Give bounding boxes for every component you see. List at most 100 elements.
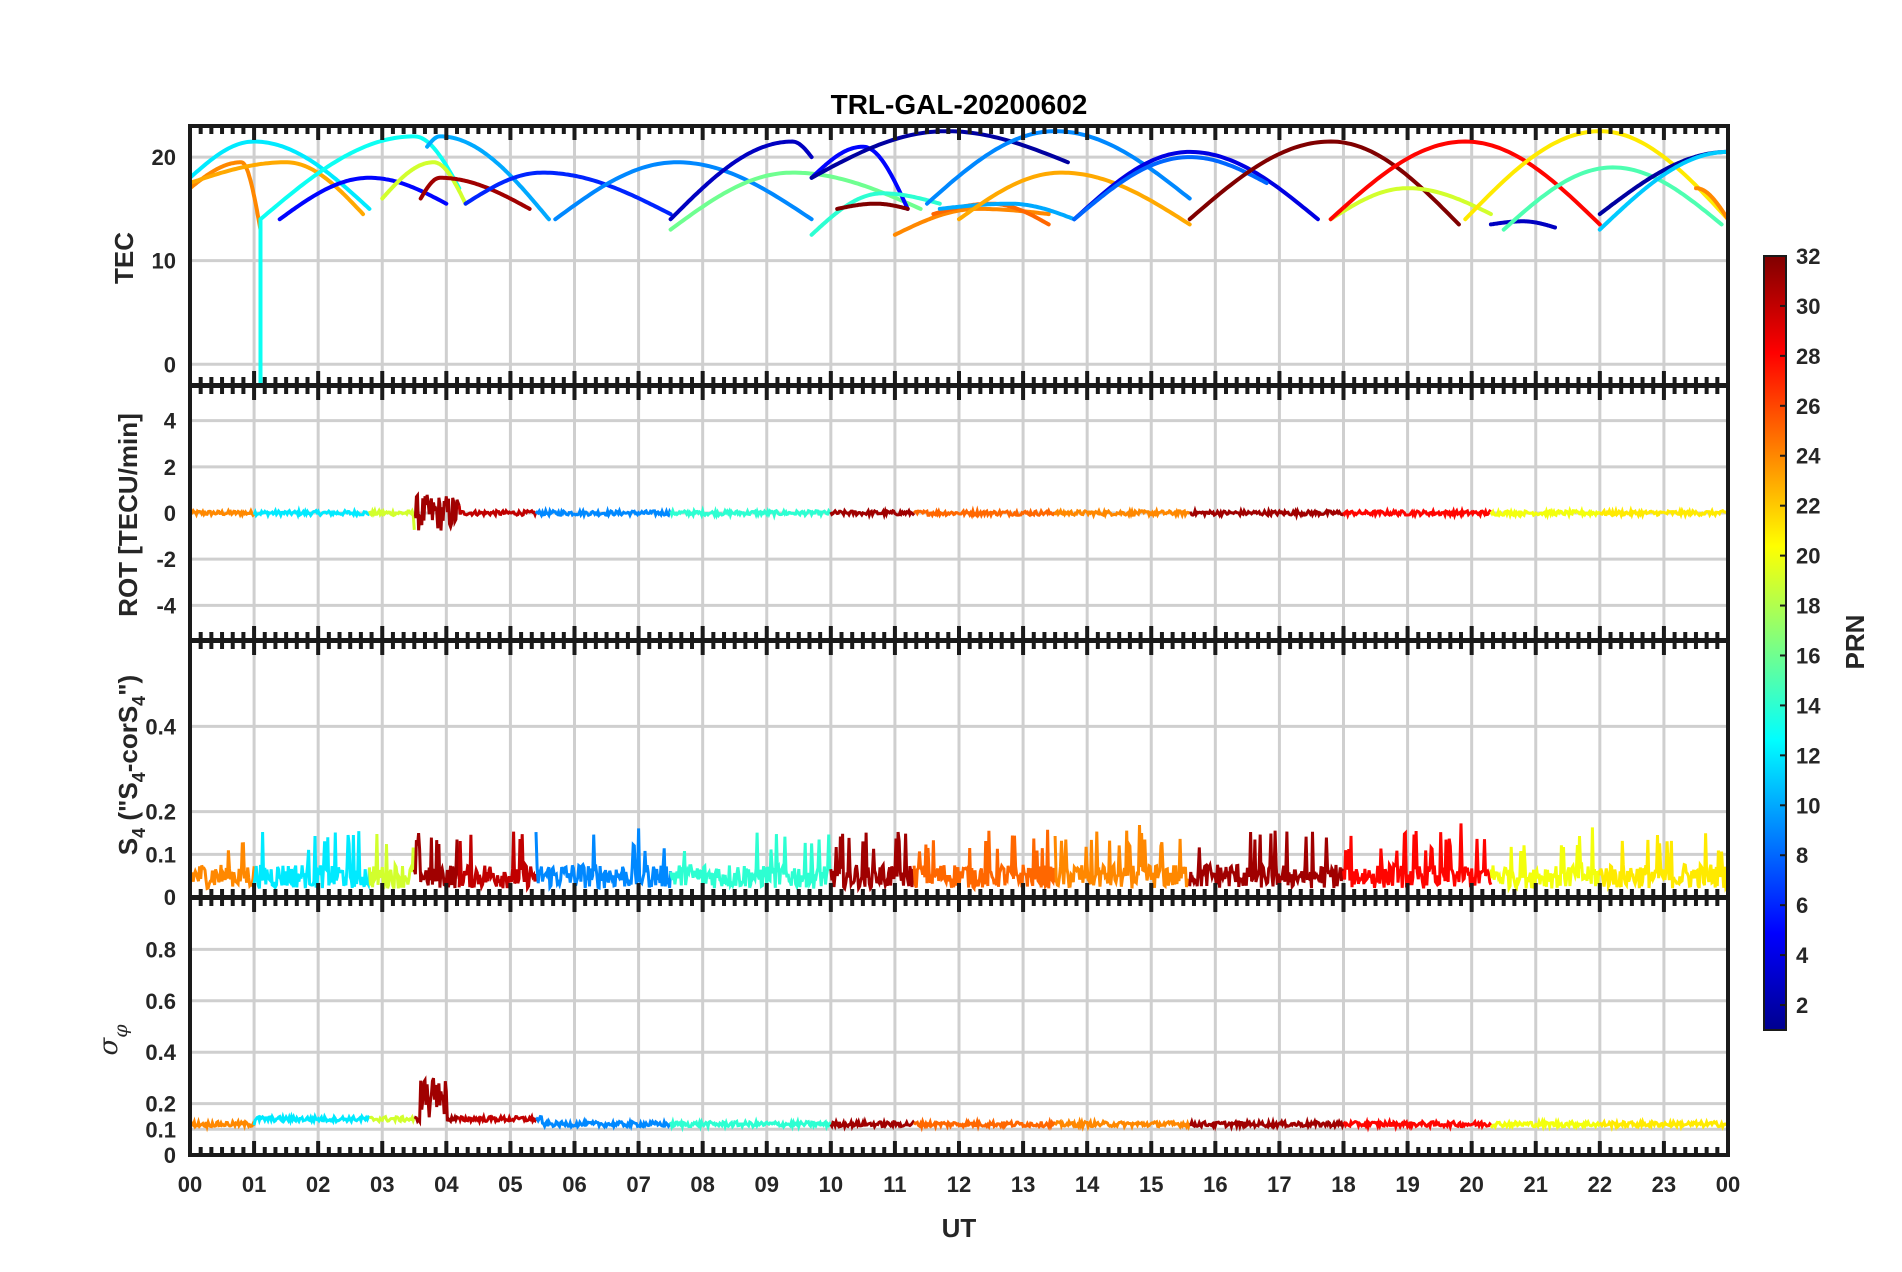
tec-arc-prn-31 bbox=[418, 175, 532, 211]
sigma_phi-trace-prn-25 bbox=[912, 1116, 1057, 1133]
s4-trace-prn-9 bbox=[534, 828, 673, 892]
s4-trace-prn-31 bbox=[829, 831, 916, 894]
sigma-phi-panel: 00.10.2 0.4 0.6 0.8 bbox=[145, 896, 1730, 1168]
x-tick-label: 02 bbox=[306, 1172, 330, 1197]
rot-trace-prn-24 bbox=[1053, 506, 1191, 520]
series-group bbox=[190, 1075, 1728, 1133]
y-tick-label: 0.6 bbox=[145, 989, 176, 1014]
tec-arc-prn-11 bbox=[1597, 149, 1728, 232]
x-tick-label: 20 bbox=[1459, 1172, 1483, 1197]
rot-axis-label: ROT [TECU/min] bbox=[113, 413, 143, 617]
s4-trace-prn-31 bbox=[412, 832, 461, 889]
tec-arc-prn-5 bbox=[809, 144, 910, 211]
minor-ticks bbox=[188, 898, 1730, 1155]
x-tick-labels: 00 01 02 03 04 05 06 07 08 09 10 11 12 13 14 15 16 17 18 19… bbox=[178, 1172, 1740, 1197]
y-tick-label: 0.2 bbox=[145, 1092, 176, 1117]
x-tick-label: 16 bbox=[1203, 1172, 1227, 1197]
x-tick-label: 22 bbox=[1588, 1172, 1612, 1197]
y-tick-label: 10 bbox=[152, 249, 176, 274]
rot-trace-prn-30 bbox=[457, 505, 538, 519]
sigma_phi-trace-prn-20 bbox=[1489, 1116, 1601, 1132]
s4-trace-prn-19 bbox=[367, 833, 416, 890]
minor-ticks bbox=[188, 641, 1730, 897]
y-tick-label: 0.4 bbox=[145, 1040, 176, 1065]
tec-arc-prn-32 bbox=[835, 201, 910, 211]
x-tick-label: 09 bbox=[755, 1172, 779, 1197]
rot-trace-prn-9 bbox=[534, 505, 672, 521]
sigma_phi-trace-prn-24 bbox=[190, 1116, 256, 1133]
x-tick-label: 00 bbox=[1716, 1172, 1740, 1197]
y-tick-label: 0.2 bbox=[145, 800, 176, 825]
x-tick-label: 08 bbox=[690, 1172, 714, 1197]
x-tick-label: 12 bbox=[947, 1172, 971, 1197]
x-tick-label: 01 bbox=[242, 1172, 266, 1197]
series-group bbox=[190, 491, 1728, 532]
sigma_phi-trace-prn-31 bbox=[413, 1075, 461, 1127]
s4-panel: 0 0.1 0.2 0.4 bbox=[145, 639, 1730, 910]
colorbar-tick-label: 2 bbox=[1796, 993, 1808, 1018]
y-tick-label: 0.1 bbox=[145, 842, 176, 867]
x-tick-label: 00 bbox=[178, 1172, 202, 1197]
y-tick-label: -4 bbox=[156, 593, 176, 618]
sigma_phi-trace-prn-28 bbox=[1342, 1116, 1493, 1133]
s4-trace-prn-24 bbox=[1053, 824, 1192, 890]
x-tick-label: 21 bbox=[1524, 1172, 1548, 1197]
tec-axis-label: TEC bbox=[109, 232, 139, 284]
tec-arc-prn-24 bbox=[1694, 186, 1728, 222]
s4-trace-prn-25 bbox=[912, 829, 1057, 893]
tec-arc-prn-6 bbox=[463, 170, 673, 217]
tec-arc-prn-21 bbox=[1463, 129, 1728, 222]
rot-trace-prn-19 bbox=[367, 506, 416, 531]
tec-arc-prn-3 bbox=[668, 139, 814, 222]
x-tick-label: 04 bbox=[434, 1172, 459, 1197]
y-tick-label: 0 bbox=[164, 1143, 176, 1168]
x-tick-label: 14 bbox=[1075, 1172, 1100, 1197]
x-tick-label: 07 bbox=[626, 1172, 650, 1197]
colorbar-tick-label: 30 bbox=[1796, 294, 1820, 319]
tec-arc-prn-2 bbox=[809, 129, 1070, 180]
rot-panel: -4 -2 0 2 4 bbox=[156, 384, 1730, 642]
tec-arc-prn-5 bbox=[277, 175, 449, 222]
colorbar-tick-label: 24 bbox=[1796, 444, 1821, 469]
s4-trace-prn-31 bbox=[1188, 830, 1345, 891]
rot-trace-prn-21 bbox=[1598, 505, 1728, 520]
colorbar-tick-label: 4 bbox=[1796, 943, 1809, 968]
colorbar-tick-label: 16 bbox=[1796, 643, 1820, 668]
x-tick-label: 03 bbox=[370, 1172, 394, 1197]
colorbar-tick-label: 12 bbox=[1796, 743, 1820, 768]
colorbar-tick-label: 14 bbox=[1796, 693, 1821, 718]
colorbar-tick-label: 10 bbox=[1796, 793, 1820, 818]
s4-trace-prn-28 bbox=[1342, 823, 1493, 889]
sigma_phi-trace-prn-24 bbox=[1053, 1116, 1192, 1132]
rot-trace-prn-12 bbox=[252, 505, 371, 520]
colorbar-tick-label: 18 bbox=[1796, 594, 1820, 619]
x-axis-label: UT bbox=[942, 1213, 977, 1243]
y-tick-label: 0 bbox=[164, 885, 176, 910]
x-tick-label: 13 bbox=[1011, 1172, 1035, 1197]
rot-trace-prn-31 bbox=[829, 506, 916, 521]
s4-trace-prn-20 bbox=[1489, 827, 1601, 894]
sigma_phi-trace-prn-30 bbox=[457, 1111, 538, 1127]
y-tick-label: -2 bbox=[156, 547, 176, 572]
x-tick-label: 18 bbox=[1331, 1172, 1355, 1197]
tec-arc-prn-16 bbox=[668, 170, 923, 232]
x-tick-label: 23 bbox=[1652, 1172, 1676, 1197]
y-tick-label: 20 bbox=[152, 145, 176, 170]
sigma_phi-trace-prn-9 bbox=[535, 1114, 672, 1131]
tec-arc-prn-32 bbox=[1187, 139, 1461, 227]
sigma_phi-trace-prn-31 bbox=[829, 1116, 916, 1132]
rot-trace-prn-24 bbox=[190, 507, 256, 519]
tec-arc-prn-23 bbox=[957, 170, 1192, 227]
colorbar-tick-label: 28 bbox=[1796, 344, 1820, 369]
rot-trace-prn-20 bbox=[1489, 505, 1601, 521]
s4-trace-prn-12 bbox=[252, 831, 371, 892]
colorbar-gradient bbox=[1763, 255, 1787, 1031]
x-tick-label: 19 bbox=[1395, 1172, 1419, 1197]
colorbar-label: PRN bbox=[1840, 615, 1870, 670]
sigma-phi-axis-label: σφ bbox=[94, 1024, 132, 1056]
x-tick-label: 10 bbox=[819, 1172, 843, 1197]
prn-colorbar: 32 30 28 26 24 22 20 18 16 14 12 10 8 6 4 2 bbox=[1763, 244, 1821, 1031]
tec-arc-prn-14 bbox=[809, 191, 942, 237]
tec-arc-prn-3 bbox=[1488, 219, 1557, 230]
